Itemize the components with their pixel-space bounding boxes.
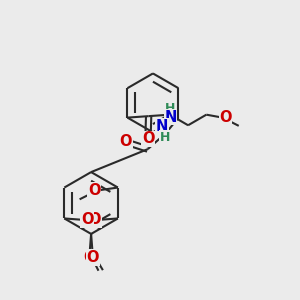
Text: H: H [159,131,170,144]
Text: O: O [88,183,100,198]
Text: H: H [165,102,176,115]
Text: O: O [219,110,232,125]
Text: O: O [83,250,96,265]
Text: O: O [81,212,94,227]
Text: N: N [155,119,168,134]
Text: N: N [164,110,177,124]
Text: O: O [142,131,154,146]
Text: O: O [89,212,101,227]
Text: O: O [119,134,132,149]
Text: O: O [86,250,99,265]
